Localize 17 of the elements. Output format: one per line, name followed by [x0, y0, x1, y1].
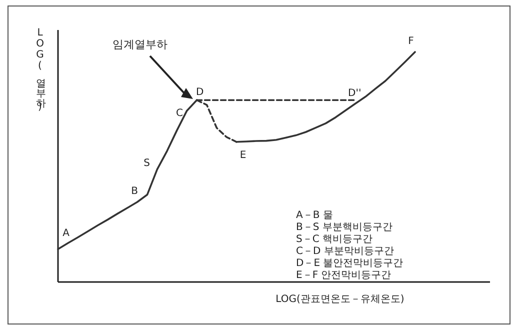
annotation: D－E 불안전막비등구간: [296, 258, 404, 269]
annotation: B－S 부분핵비등구간: [296, 222, 392, 233]
y-axis-title: LOG(열부하): [34, 28, 46, 112]
annotation: S: [144, 158, 150, 169]
annotation: E－F 안전막비등구간: [296, 270, 392, 281]
annotation: D'': [348, 88, 362, 99]
annotation: A－B 물: [296, 210, 333, 221]
annotation: C－D 부분막비등구간: [296, 246, 394, 257]
text: 임계열부하: [112, 38, 168, 51]
annotation: S－C 핵비등구간: [296, 234, 373, 245]
annotation: D: [196, 87, 204, 98]
annotation: B: [131, 186, 138, 197]
annotation: E: [240, 150, 246, 161]
annotation: A: [62, 228, 70, 239]
text: F: [408, 36, 414, 47]
annotation: C: [176, 108, 184, 119]
x-axis-title: LOG(관표면온도－유체온도): [276, 294, 404, 305]
